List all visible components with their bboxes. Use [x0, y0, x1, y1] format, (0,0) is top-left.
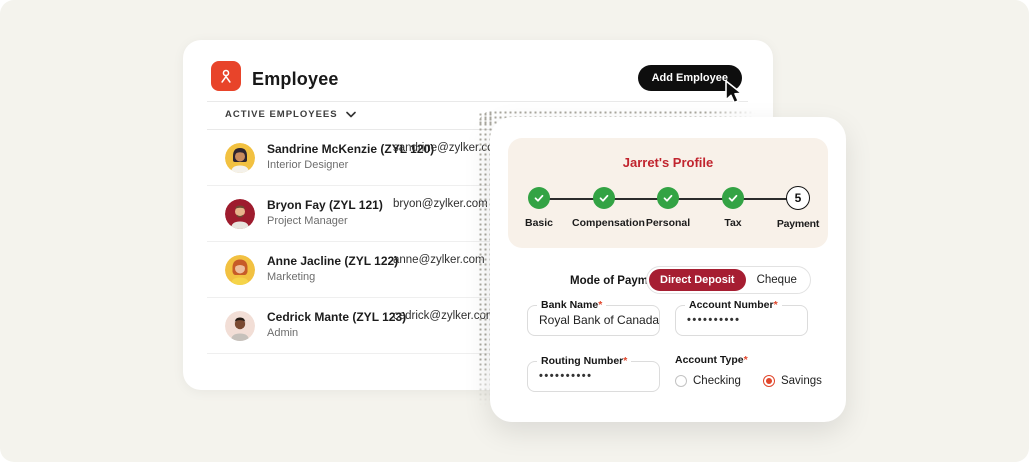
step-payment[interactable]: 5 Payment — [766, 186, 830, 230]
mode-option-direct-deposit[interactable]: Direct Deposit — [649, 269, 746, 291]
profile-payment-card: Jarret's Profile Basic Compensation Pers… — [490, 117, 846, 422]
employee-email: cedrick@zylker.com — [393, 310, 496, 322]
filter-label: ACTIVE EMPLOYEES — [225, 109, 338, 120]
step-tax[interactable]: Tax — [701, 187, 765, 229]
step-compensation[interactable]: Compensation — [572, 187, 645, 229]
routing-number-label: Routing Number* — [537, 355, 632, 367]
step-label: Basic — [524, 217, 554, 229]
bank-name-label: Bank Name* — [537, 299, 607, 311]
step-label: Personal — [645, 217, 691, 229]
account-type-group: Account Type* Checking Savings — [675, 354, 838, 387]
employee-email: anne@zylker.com — [393, 254, 485, 266]
cursor-arrow-icon — [720, 79, 746, 112]
check-icon — [534, 194, 544, 202]
employee-header: Employee Add Employee — [183, 40, 773, 100]
step-done-circle — [593, 187, 615, 209]
step-done-circle — [657, 187, 679, 209]
required-marker: * — [598, 299, 603, 311]
step-done-circle — [528, 187, 550, 209]
account-type-label: Account Type* — [675, 354, 748, 366]
routing-number-value: •••••••••• — [539, 370, 593, 382]
payment-mode-toggle: Direct Deposit Cheque — [646, 266, 811, 294]
mode-of-payment-label: Mode of Payment — [570, 275, 666, 287]
mode-option-cheque[interactable]: Cheque — [756, 274, 797, 286]
step-basic[interactable]: Basic — [507, 187, 571, 229]
employee-email: sandrine@zylker.com — [393, 142, 504, 154]
account-number-field[interactable]: Account Number* •••••••••• — [675, 299, 808, 336]
chevron-down-icon — [345, 111, 356, 118]
stepper-panel: Jarret's Profile Basic Compensation Pers… — [508, 138, 828, 248]
check-icon — [728, 194, 738, 202]
account-number-label: Account Number* — [685, 299, 782, 311]
required-marker: * — [773, 299, 778, 311]
filter-divider — [207, 129, 748, 130]
employee-role: Marketing — [267, 271, 316, 283]
employee-email: bryon@zylker.com — [393, 198, 488, 210]
employee-role: Interior Designer — [267, 159, 349, 171]
page-title: Employee — [252, 69, 339, 89]
check-icon — [599, 194, 609, 202]
required-marker: * — [743, 354, 748, 366]
account-number-value: •••••••••• — [687, 314, 741, 326]
table-row[interactable]: Cedrick Mante (ZYL 123) Admin cedrick@zy… — [207, 298, 748, 354]
check-icon — [663, 194, 673, 202]
account-type-options: Checking Savings — [675, 375, 838, 387]
checking-radio[interactable] — [675, 375, 687, 387]
employee-name: Cedrick Mante (ZYL 123) — [267, 310, 407, 324]
active-employees-filter[interactable]: ACTIVE EMPLOYEES — [225, 109, 356, 120]
employee-name: Bryon Fay (ZYL 121) — [267, 198, 383, 212]
routing-number-field[interactable]: Routing Number* •••••••••• — [527, 355, 660, 392]
avatar — [225, 255, 255, 285]
step-personal[interactable]: Personal — [636, 187, 700, 229]
bank-name-field[interactable]: Bank Name* Royal Bank of Canada — [527, 299, 660, 336]
step-current-circle: 5 — [786, 186, 810, 210]
table-row[interactable]: Bryon Fay (ZYL 121) Project Manager bryo… — [207, 186, 748, 242]
avatar — [225, 143, 255, 173]
step-done-circle — [722, 187, 744, 209]
avatar — [225, 311, 255, 341]
employee-list: Sandrine McKenzie (ZYL 120) Interior Des… — [183, 130, 773, 354]
table-row[interactable]: Sandrine McKenzie (ZYL 120) Interior Des… — [207, 130, 748, 186]
savings-label: Savings — [780, 375, 822, 387]
savings-radio[interactable] — [762, 375, 775, 387]
checking-label: Checking — [693, 375, 741, 387]
employee-role: Project Manager — [267, 215, 348, 227]
avatar — [225, 199, 255, 229]
employee-name: Sandrine McKenzie (ZYL 120) — [267, 142, 435, 156]
employee-role: Admin — [267, 327, 299, 339]
bank-name-value: Royal Bank of Canada — [539, 313, 659, 327]
profile-title: Jarret's Profile — [622, 155, 714, 170]
table-row[interactable]: Anne Jacline (ZYL 122) Marketing anne@zy… — [207, 242, 748, 298]
required-marker: * — [623, 355, 628, 367]
step-label: Compensation — [572, 217, 645, 229]
add-employee-button[interactable]: Add Employee — [637, 65, 742, 91]
step-label: Tax — [724, 217, 742, 229]
header-divider — [207, 101, 748, 102]
step-label: Payment — [776, 218, 820, 230]
employee-name: Anne Jacline (ZYL 122) — [267, 254, 399, 268]
employee-app-icon — [211, 61, 241, 91]
person-icon — [221, 69, 231, 83]
